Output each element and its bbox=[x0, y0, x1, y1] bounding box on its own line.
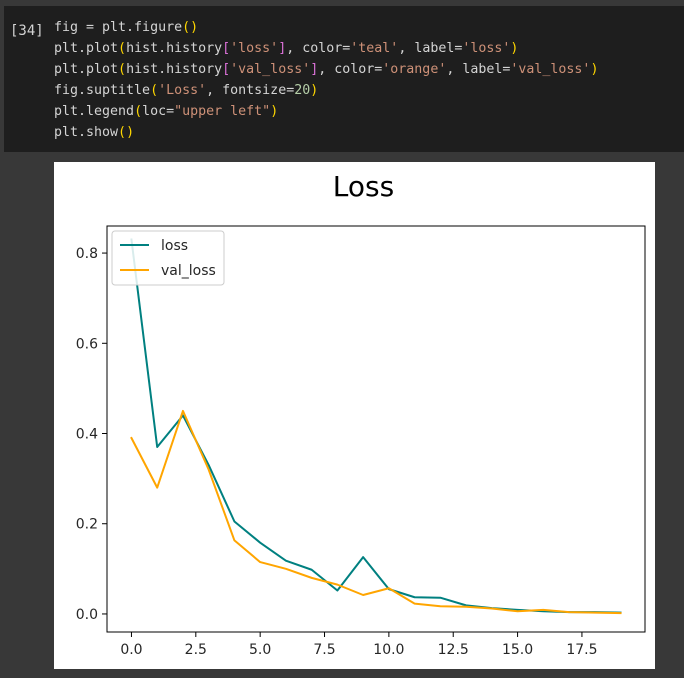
code-line-6: plt.show() bbox=[54, 125, 135, 140]
execution-count: [34] bbox=[10, 23, 44, 39]
code-line-1: fig = plt.figure() bbox=[54, 20, 199, 35]
x-tick-label: 10.0 bbox=[373, 642, 404, 658]
series-line-loss bbox=[130, 238, 622, 614]
code-line-4: fig.suptitle('Loss', fontsize=20) bbox=[54, 83, 319, 98]
x-tick-label: 7.5 bbox=[313, 642, 335, 658]
legend-label-val_loss: val_loss bbox=[161, 263, 216, 279]
chart-title: Loss bbox=[333, 170, 394, 203]
y-tick-label: 0.8 bbox=[76, 246, 98, 262]
axes-frame bbox=[106, 225, 646, 633]
code-line-5: plt.legend(loc="upper left") bbox=[54, 104, 279, 119]
x-tick-label: 17.5 bbox=[566, 642, 597, 658]
x-tick-label: 2.5 bbox=[185, 642, 207, 658]
y-tick-label: 0.6 bbox=[76, 336, 98, 352]
legend-label-loss: loss bbox=[161, 238, 188, 254]
x-tick-label: 15.0 bbox=[502, 642, 533, 658]
y-tick-label: 0.2 bbox=[76, 517, 98, 533]
y-tick-label: 0.0 bbox=[76, 607, 98, 623]
x-tick-label: 5.0 bbox=[249, 642, 271, 658]
x-tick-label: 12.5 bbox=[438, 642, 469, 658]
loss-figure: Loss 0.0 2.5 5.0 7.5 10.0 12.5 15.0 17.5 0.0 0.2 0.… bbox=[54, 162, 655, 669]
loss-chart: Loss 0.0 2.5 5.0 7.5 10.0 12.5 15.0 17.5 0.0 0.2 0.… bbox=[76, 170, 646, 658]
code-cell[interactable]: [34] fig = plt.figure() plt.plot(hist.hi… bbox=[4, 6, 684, 152]
code-line-3: plt.plot(hist.history['val_loss'], color… bbox=[54, 62, 599, 77]
series-line-val_loss bbox=[130, 409, 622, 615]
y-tick-label: 0.4 bbox=[76, 427, 98, 443]
code-editor[interactable]: fig = plt.figure() plt.plot(hist.history… bbox=[54, 17, 598, 143]
code-line-2: plt.plot(hist.history['loss'], color='te… bbox=[54, 41, 519, 56]
x-tick-label: 0.0 bbox=[120, 642, 142, 658]
